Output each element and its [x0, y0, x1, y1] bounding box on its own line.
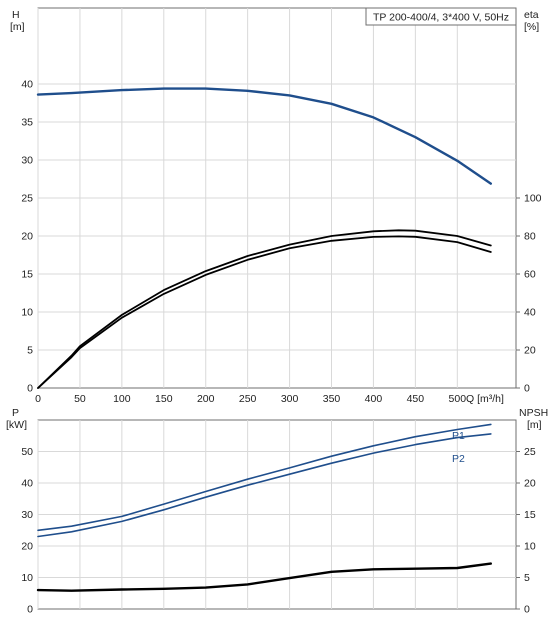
- x-axis-label: Q [m³/h]: [466, 393, 504, 405]
- x-tick-label: 450: [407, 393, 425, 405]
- y-right-tick-label: 20: [524, 478, 536, 490]
- y-right-tick-label: 25: [524, 446, 536, 458]
- bottom-left-axis-title: P: [12, 407, 19, 419]
- y-left-tick-label: 40: [21, 478, 33, 490]
- y-left-tick-label: 5: [27, 345, 33, 357]
- x-tick-label: 0: [35, 393, 41, 405]
- y-right-tick-label: 20: [524, 345, 536, 357]
- x-tick-label: 50: [74, 393, 86, 405]
- top-right-axis-title: eta: [524, 9, 539, 21]
- y-right-tick-label: 15: [524, 509, 536, 521]
- tick-labels: 0 50 100 150 200 250 300 350 400 450 5000510152025…: [21, 79, 541, 616]
- y-left-tick-label: 25: [21, 193, 33, 205]
- grid-lines: [37, 8, 520, 610]
- y-left-tick-label: 15: [21, 269, 33, 281]
- y-right-tick-label: 100: [524, 193, 542, 205]
- y-left-tick-label: 0: [27, 604, 33, 616]
- top-right-axis-unit: [%]: [524, 21, 539, 33]
- series-line: [37, 423, 492, 532]
- y-right-tick-label: 5: [524, 572, 530, 584]
- chart-title: TP 200-400/4, 3*400 V, 50Hz: [373, 12, 509, 24]
- x-tick-label: 200: [197, 393, 215, 405]
- y-left-tick-label: 0: [27, 383, 33, 395]
- top-left-axis-title: H: [12, 9, 20, 21]
- series-label-p1: P1: [452, 430, 465, 442]
- x-tick-label: 500: [449, 393, 467, 405]
- y-left-tick-label: 10: [21, 572, 33, 584]
- title-box: [365, 7, 517, 26]
- series-line: [37, 235, 492, 389]
- x-tick-label: 250: [239, 393, 257, 405]
- y-left-tick-label: 10: [21, 307, 33, 319]
- series-line: [37, 433, 492, 538]
- bottom-right-axis-unit: [m]: [527, 419, 542, 431]
- y-left-tick-label: 30: [21, 509, 33, 521]
- y-right-tick-label: 60: [524, 269, 536, 281]
- series-line: [36, 562, 492, 592]
- x-tick-label: 150: [155, 393, 173, 405]
- y-left-tick-label: 30: [21, 155, 33, 167]
- y-right-tick-label: 80: [524, 231, 536, 243]
- data-series: [36, 87, 492, 592]
- y-left-tick-label: 50: [21, 446, 33, 458]
- y-left-tick-label: 40: [21, 79, 33, 91]
- y-right-tick-label: 0: [524, 604, 530, 616]
- series-line: [37, 229, 492, 389]
- y-right-tick-label: 10: [524, 541, 536, 553]
- x-tick-label: 300: [281, 393, 299, 405]
- y-left-tick-label: 35: [21, 117, 33, 129]
- y-left-tick-label: 20: [21, 231, 33, 243]
- bottom-left-axis-unit: [kW]: [6, 419, 27, 431]
- x-tick-label: 100: [113, 393, 131, 405]
- y-right-tick-label: 40: [524, 307, 536, 319]
- top-left-axis-unit: [m]: [10, 21, 25, 33]
- series-line: [36, 87, 492, 185]
- y-left-tick-label: 20: [21, 541, 33, 553]
- bottom-right-axis-title: NPSH: [519, 407, 548, 419]
- x-tick-label: 350: [323, 393, 341, 405]
- y-right-tick-label: 0: [524, 383, 530, 395]
- series-label-p2: P2: [452, 453, 465, 465]
- x-tick-label: 400: [365, 393, 383, 405]
